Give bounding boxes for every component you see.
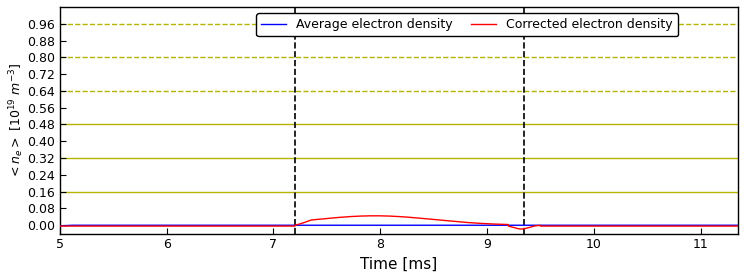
- Corrected electron density: [133, 224, 142, 228]
- Average electron density: [345, 223, 354, 227]
- Corrected electron density: [648, 224, 657, 228]
- Corrected electron density: [316, 217, 325, 221]
- Corrected electron density: [370, 214, 380, 217]
- Average electron density: [66, 223, 75, 227]
- Corrected electron density: [721, 224, 730, 228]
- X-axis label: Time [ms]: Time [ms]: [361, 257, 437, 272]
- Legend: Average electron density, Corrected electron density: Average electron density, Corrected elec…: [256, 13, 678, 36]
- Corrected electron density: [345, 215, 354, 218]
- Average electron density: [133, 223, 142, 227]
- Average electron density: [733, 223, 742, 227]
- Corrected electron density: [173, 224, 182, 228]
- Average electron density: [56, 224, 65, 228]
- Average electron density: [721, 223, 730, 227]
- Corrected electron density: [56, 224, 65, 228]
- Average electron density: [173, 223, 182, 227]
- Corrected electron density: [733, 224, 742, 228]
- Line: Corrected electron density: Corrected electron density: [60, 216, 738, 229]
- Line: Average electron density: Average electron density: [60, 225, 738, 226]
- Y-axis label: $< n_e >\ [10^{19}\ m^{-3}]$: $< n_e >\ [10^{19}\ m^{-3}]$: [7, 62, 26, 179]
- Corrected electron density: [517, 227, 526, 231]
- Average electron density: [648, 223, 657, 227]
- Average electron density: [316, 223, 325, 227]
